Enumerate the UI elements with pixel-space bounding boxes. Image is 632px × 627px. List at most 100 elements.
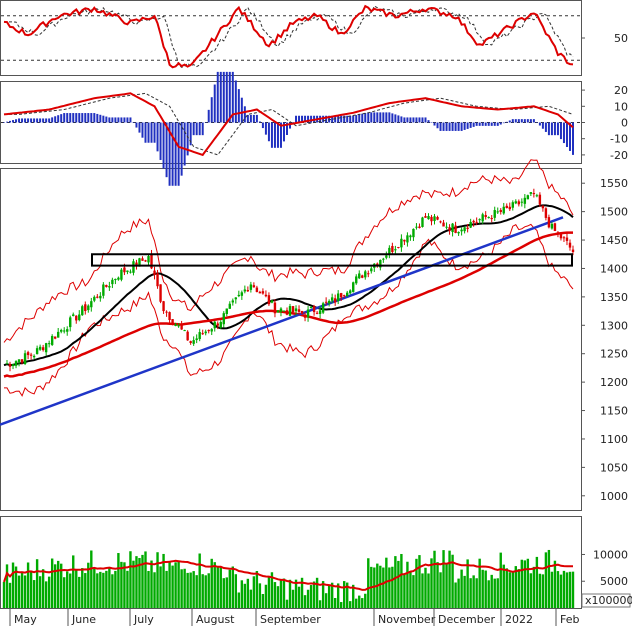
- support-zone-box: [91, 253, 573, 267]
- candle-body: [385, 255, 388, 258]
- macd-histogram-bar: [108, 117, 111, 123]
- macd-histogram-bar: [267, 122, 270, 142]
- volume-ma-line: [3, 559, 573, 591]
- candle-body: [367, 273, 370, 275]
- candle-body: [180, 325, 183, 330]
- macd-histogram-bar: [505, 121, 508, 123]
- volume-bar: [282, 578, 286, 608]
- macd-histogram-bar: [63, 113, 66, 123]
- volume-bar: [339, 602, 343, 608]
- macd-histogram-bar: [120, 117, 123, 123]
- volume-bar: [78, 576, 81, 608]
- volume-bar: [556, 571, 560, 608]
- candle-body: [550, 223, 554, 229]
- candle-body: [333, 298, 337, 303]
- candle-body: [87, 305, 90, 311]
- candle-body: [454, 225, 457, 233]
- candle-body: [436, 216, 439, 220]
- volume-bar: [216, 567, 219, 608]
- macd-histogram-bar: [183, 122, 186, 166]
- macd-histogram-bar: [388, 112, 391, 123]
- volume-bar: [397, 560, 400, 608]
- volume-bar: [165, 570, 168, 608]
- candle-body: [517, 201, 521, 205]
- candle-body: [342, 295, 346, 297]
- volume-bar: [391, 566, 394, 608]
- candle-body: [20, 359, 24, 363]
- volume-bar: [321, 581, 325, 608]
- macd-histogram-bar: [66, 113, 69, 123]
- macd-histogram-bar: [514, 119, 517, 123]
- candle-body: [508, 206, 511, 210]
- candle-body: [222, 313, 225, 325]
- volume-bar: [463, 575, 466, 608]
- macd-histogram-bar: [448, 122, 451, 131]
- candle-body: [427, 216, 430, 220]
- volume-bar: [457, 578, 460, 608]
- macd-histogram-bar: [484, 122, 487, 126]
- candle-body: [330, 297, 334, 301]
- macd-histogram-bar: [454, 122, 457, 131]
- candle-body: [23, 353, 27, 365]
- volume-bar: [84, 573, 87, 608]
- month-label: 2022: [505, 613, 533, 626]
- candle-body: [279, 308, 283, 312]
- macd-histogram-bar: [433, 122, 436, 126]
- volume-bar: [93, 568, 96, 608]
- candle-body: [8, 363, 12, 367]
- macd-histogram-bar: [295, 115, 298, 123]
- macd-histogram-bar: [490, 122, 493, 126]
- macd-histogram-bar: [394, 114, 397, 123]
- volume-bar: [324, 593, 328, 608]
- candle-body: [327, 300, 331, 304]
- candle-body: [132, 261, 135, 273]
- macd-histogram-bar: [340, 115, 343, 123]
- macd-histogram-bar: [301, 115, 304, 123]
- macd-histogram-bar: [159, 122, 162, 160]
- macd-histogram-bar: [343, 115, 346, 123]
- macd-histogram-bar: [201, 122, 204, 136]
- candle-body: [523, 197, 527, 204]
- volume-bar: [361, 598, 364, 608]
- volume-bar: [234, 574, 238, 608]
- candle-body: [315, 312, 319, 314]
- candle-body: [129, 271, 132, 273]
- candle-body: [370, 268, 373, 272]
- macd-histogram-bar: [180, 122, 183, 176]
- volume-bar: [105, 570, 108, 608]
- macd-histogram-bar: [126, 117, 129, 123]
- volume-bar: [550, 571, 554, 608]
- macd-histogram-bar: [562, 122, 565, 144]
- volume-bar: [47, 576, 51, 608]
- volume-bar: [96, 573, 99, 608]
- volume-bar: [475, 578, 478, 608]
- candle-body: [562, 237, 566, 239]
- candle-body: [168, 312, 171, 321]
- volume-bar: [355, 598, 358, 608]
- month-label: December: [438, 613, 496, 626]
- candle-body: [228, 303, 231, 309]
- candle-body: [234, 297, 238, 300]
- macd-histogram-bar: [21, 118, 24, 123]
- macd-histogram-bar: [496, 122, 499, 126]
- bollinger-lower-line: [4, 223, 574, 397]
- volume-bar: [373, 567, 376, 608]
- volume-bar: [490, 574, 493, 608]
- macd-histogram-bar: [406, 117, 409, 123]
- volume-bar: [315, 577, 319, 608]
- candle-body: [114, 278, 117, 281]
- macd-histogram-bar: [310, 115, 313, 123]
- volume-bar: [300, 577, 304, 608]
- volume-bar: [430, 558, 433, 608]
- volume-bar: [111, 574, 114, 608]
- volume-bar: [469, 578, 472, 608]
- candle-body: [382, 258, 385, 260]
- macd-histogram-bar: [439, 122, 442, 131]
- macd-histogram-bar: [54, 116, 57, 123]
- macd-histogram-bar: [499, 122, 502, 125]
- price-panel: [0, 159, 575, 426]
- volume-bar: [367, 558, 370, 608]
- candle-body: [544, 208, 548, 218]
- volume-bar: [273, 582, 277, 608]
